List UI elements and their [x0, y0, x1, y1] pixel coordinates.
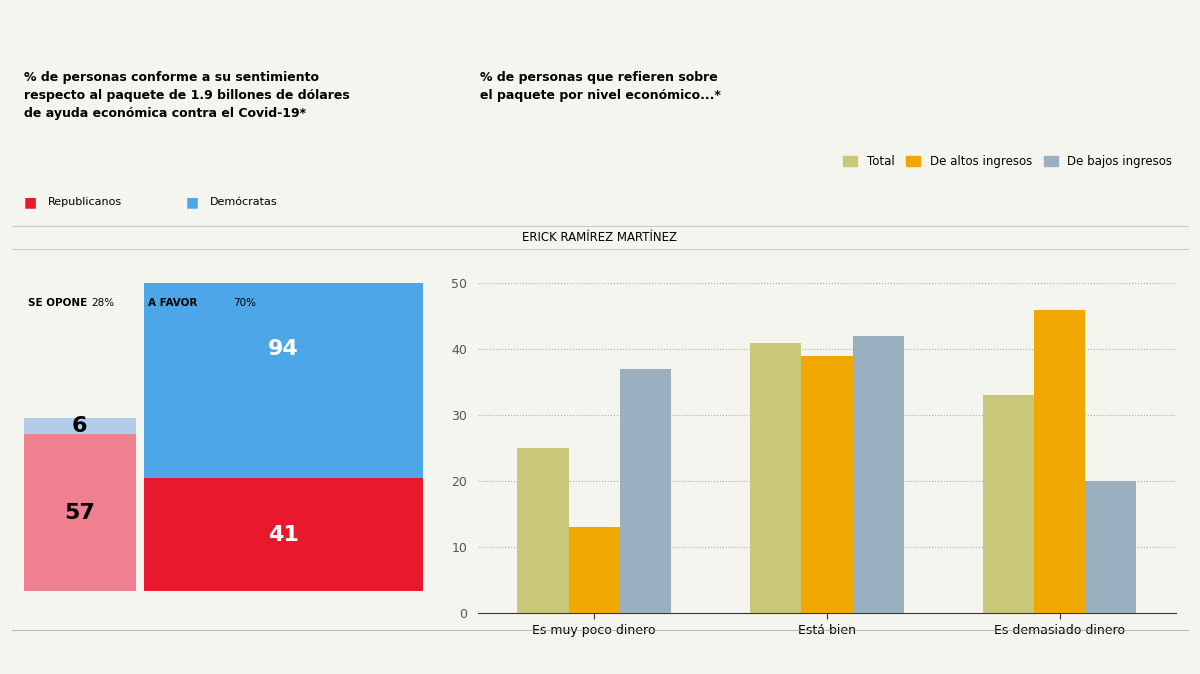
Legend: Total, De altos ingresos, De bajos ingresos: Total, De altos ingresos, De bajos ingre… — [838, 150, 1177, 173]
Bar — [24, 435, 136, 591]
Text: ERICK RAMÍREZ MARTÍNEZ: ERICK RAMÍREZ MARTÍNEZ — [522, 231, 678, 244]
Text: A FAVOR: A FAVOR — [148, 298, 197, 308]
Text: 28%: 28% — [91, 298, 114, 308]
Text: ■: ■ — [24, 195, 37, 209]
Text: ■: ■ — [186, 195, 199, 209]
Bar — [983, 396, 1034, 613]
Bar — [1085, 481, 1136, 613]
Bar — [852, 336, 904, 613]
Bar — [750, 342, 802, 613]
Text: 94: 94 — [268, 339, 299, 359]
Bar — [24, 418, 136, 435]
Bar — [619, 369, 671, 613]
Text: 41: 41 — [268, 525, 299, 545]
Text: % de personas que refieren sobre
el paquete por nivel económico...*: % de personas que refieren sobre el paqu… — [480, 71, 721, 102]
Bar — [569, 528, 619, 613]
Text: Republicanos: Republicanos — [48, 197, 122, 207]
Text: 57: 57 — [65, 503, 95, 523]
Bar — [144, 220, 422, 479]
Text: 70%: 70% — [233, 298, 256, 308]
Text: % de personas conforme a su sentimiento
respecto al paquete de 1.9 billones de d: % de personas conforme a su sentimiento … — [24, 71, 349, 120]
Text: Demócratas: Demócratas — [210, 197, 277, 207]
Text: 6: 6 — [72, 416, 88, 436]
Bar — [144, 479, 422, 591]
Bar — [1034, 309, 1085, 613]
Text: SE OPONE: SE OPONE — [28, 298, 88, 308]
Bar — [802, 356, 852, 613]
Bar — [517, 448, 569, 613]
